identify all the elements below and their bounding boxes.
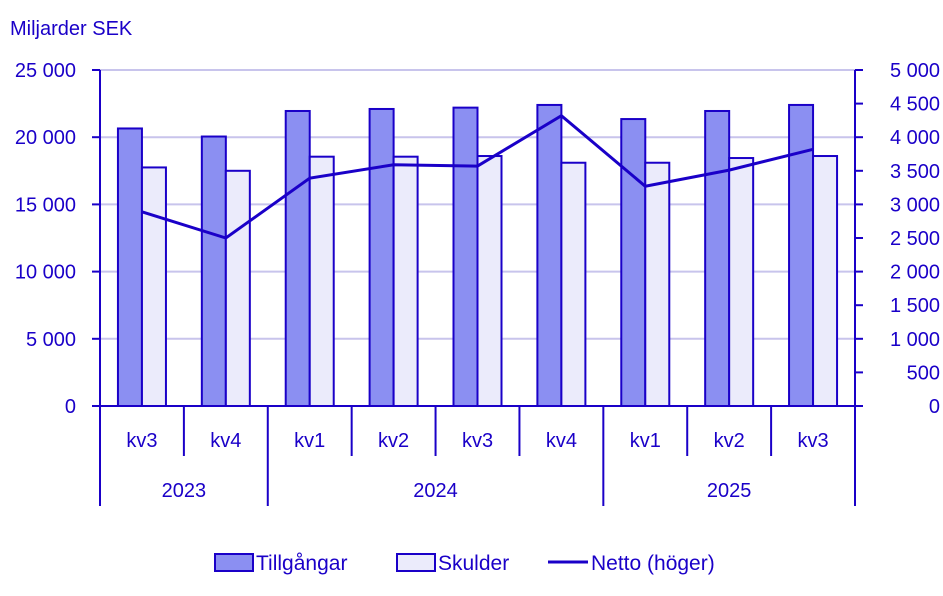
legend: Tillgångar Skulder Netto (höger) (214, 552, 715, 575)
svg-text:1 000: 1 000 (890, 329, 940, 351)
svg-text:4 500: 4 500 (890, 94, 940, 116)
bar-tillgangar (284, 109, 311, 407)
svg-text:1 500: 1 500 (890, 295, 940, 317)
right-axis-ticks: 0 500 1 000 1 500 2 000 2 500 3 000 3 500 4 000 4… (855, 60, 940, 418)
svg-text:2025: 2025 (707, 480, 752, 502)
svg-text:2024: 2024 (413, 480, 458, 502)
svg-text:500: 500 (907, 362, 940, 384)
svg-text:0: 0 (65, 396, 76, 418)
svg-text:kv3: kv3 (126, 430, 157, 452)
svg-text:2 000: 2 000 (890, 262, 940, 284)
bar-skulder (476, 155, 503, 407)
svg-text:15 000: 15 000 (15, 194, 76, 216)
bar-skulder (140, 166, 167, 407)
bar-tillgangar (116, 127, 143, 408)
bar-skulder (644, 161, 671, 407)
svg-text:10 000: 10 000 (15, 262, 76, 284)
x-axis: kv3 kv4 kv1 kv2 kv3 kv4 kv1 kv2 kv3 2023 2024 2025 (99, 406, 856, 506)
bar-tillgangar (704, 109, 731, 407)
bar-skulder (560, 161, 587, 407)
bar-tillgangar (620, 118, 647, 407)
svg-text:4 000: 4 000 (890, 127, 940, 149)
svg-text:0: 0 (929, 396, 940, 418)
svg-text:kv3: kv3 (797, 430, 828, 452)
bar-skulder (308, 155, 335, 407)
bar-skulder (224, 169, 251, 407)
svg-text:2 500: 2 500 (890, 228, 940, 250)
bar-skulder (392, 155, 419, 407)
svg-text:Tillgångar: Tillgångar (256, 552, 347, 575)
bar-tillgangar (452, 106, 479, 408)
svg-text:kv3: kv3 (462, 430, 493, 452)
left-axis-ticks: 0 5 000 10 000 15 000 20 000 25 000 (15, 60, 100, 418)
y-axis-label: Miljarder SEK (10, 18, 133, 40)
svg-text:kv2: kv2 (714, 430, 745, 452)
svg-text:kv4: kv4 (210, 430, 241, 452)
svg-text:kv4: kv4 (546, 430, 577, 452)
svg-text:20 000: 20 000 (15, 127, 76, 149)
bars (116, 103, 839, 408)
svg-text:3 000: 3 000 (890, 194, 940, 216)
svg-text:kv2: kv2 (378, 430, 409, 452)
bar-tillgangar (536, 103, 563, 407)
svg-text:5 000: 5 000 (26, 329, 76, 351)
svg-text:5 000: 5 000 (890, 60, 940, 82)
svg-text:kv1: kv1 (630, 430, 661, 452)
svg-text:25 000: 25 000 (15, 60, 76, 82)
svg-text:Netto (höger): Netto (höger) (591, 552, 715, 575)
bar-skulder (728, 157, 755, 407)
svg-text:3 500: 3 500 (890, 161, 940, 183)
bar-tillgangar (200, 135, 227, 407)
svg-text:Skulder: Skulder (438, 552, 509, 575)
bar-skulder (812, 155, 839, 407)
svg-text:kv1: kv1 (294, 430, 325, 452)
bar-tillgangar (368, 107, 395, 407)
netto-line (141, 113, 814, 240)
svg-text:2023: 2023 (162, 480, 207, 502)
